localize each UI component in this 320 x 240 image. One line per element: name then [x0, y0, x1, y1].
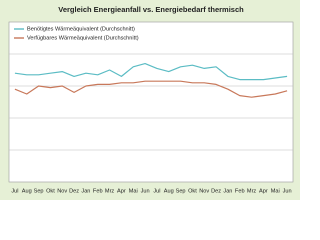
plot-area	[8, 21, 294, 183]
x-tick-label: Apr	[259, 188, 268, 194]
x-tick-label: Feb	[93, 188, 103, 194]
x-tick-label: Jul	[11, 188, 18, 194]
x-tick-label: Aug	[22, 188, 32, 194]
chart: Vergleich Energieanfall vs. Energiebedar…	[0, 0, 300, 200]
x-tick-label: Dez	[69, 188, 79, 194]
x-tick-label: Mai	[271, 188, 280, 194]
x-tick-label: Feb	[235, 188, 245, 194]
series-line	[14, 80, 288, 98]
x-tick-label: Jun	[283, 188, 292, 194]
chart-title: Vergleich Energieanfall vs. Energiebedar…	[58, 5, 244, 14]
legend-box	[12, 24, 162, 42]
x-tick-label: Mrz	[105, 188, 115, 194]
x-tick-label: Okt	[188, 188, 197, 194]
x-tick-label: Apr	[117, 188, 126, 194]
legend-label: Benötigtes Wärmeäquivalent (Durchschnitt…	[27, 26, 135, 32]
series-line	[14, 62, 288, 81]
x-tick-label: Nov	[57, 188, 67, 194]
x-tick-label: Sep	[176, 188, 186, 194]
x-tick-label: Mrz	[247, 188, 257, 194]
x-tick-label: Nov	[199, 188, 209, 194]
x-tick-label: Sep	[34, 188, 44, 194]
x-tick-label: Jan	[223, 188, 232, 194]
x-tick-label: Jul	[153, 188, 160, 194]
x-tick-label: Mai	[129, 188, 138, 194]
x-tick-label: Okt	[46, 188, 55, 194]
legend-label: Verfügbares Wärmeäquivalent (Durchschnit…	[27, 35, 139, 41]
x-tick-label: Aug	[164, 188, 174, 194]
x-tick-label: Dez	[211, 188, 221, 194]
x-tick-label: Jun	[141, 188, 150, 194]
x-tick-label: Jan	[81, 188, 90, 194]
